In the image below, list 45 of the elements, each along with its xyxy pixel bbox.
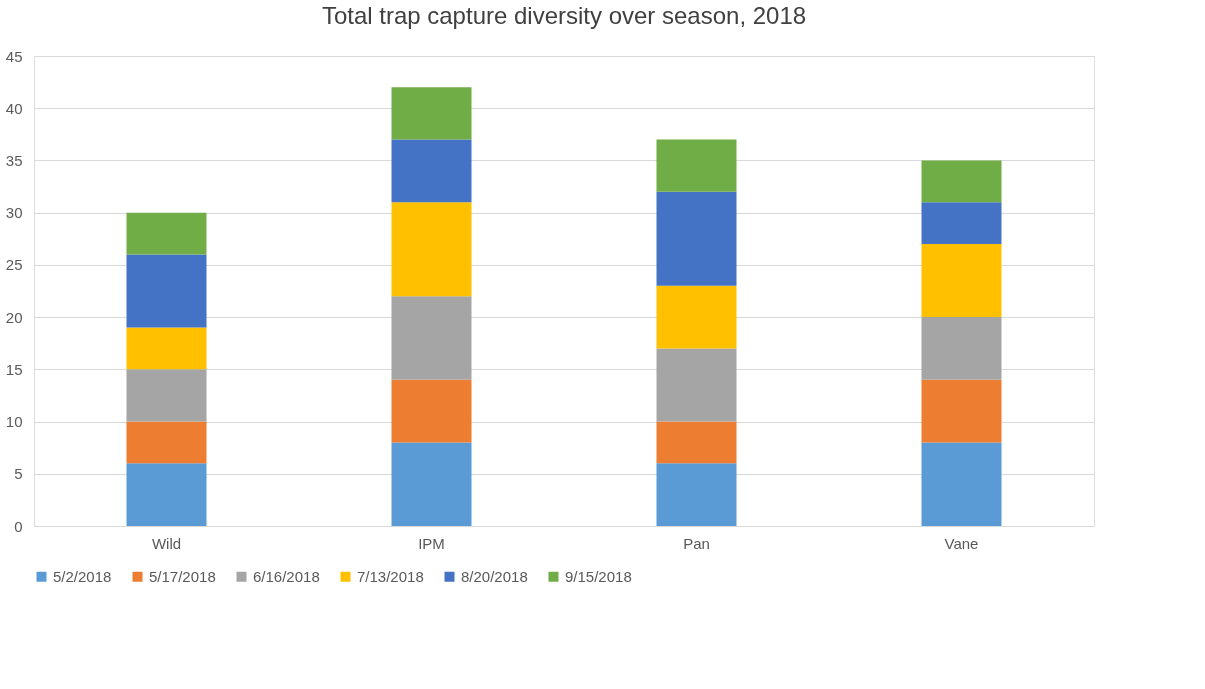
bar: [921, 379, 1002, 443]
y-tick-label: 20: [5, 308, 23, 326]
y-tick-label: 30: [5, 204, 23, 222]
y-tick-label: 40: [5, 99, 23, 117]
bar: [921, 160, 1002, 203]
x-tick-label: IPM: [418, 534, 445, 552]
bar: [126, 369, 207, 422]
bar: [656, 348, 737, 422]
bar: [126, 254, 207, 328]
bar: [656, 191, 737, 286]
legend-label: 8/20/2018: [461, 567, 528, 585]
bar: [656, 421, 737, 464]
chart-title: Total trap capture diversity over season, 2018: [321, 2, 807, 29]
x-tick-label: Vane: [944, 534, 979, 552]
bar: [656, 285, 737, 349]
bar: [391, 379, 472, 443]
legend-label: 9/15/2018: [565, 567, 632, 585]
bar: [921, 317, 1002, 380]
bar: [921, 244, 1002, 318]
bar: [126, 421, 207, 464]
legend-label: 5/17/2018: [149, 567, 216, 585]
bar: [656, 463, 737, 526]
bar: [391, 442, 472, 526]
bar: [126, 463, 207, 526]
x-tick-label: Wild: [151, 534, 182, 552]
bar: [921, 442, 1002, 526]
legend-label: 7/13/2018: [357, 567, 424, 585]
y-tick-label: 15: [5, 360, 23, 378]
legend-label: 5/2/2018: [53, 567, 112, 585]
legend-label: 6/16/2018: [253, 567, 320, 585]
y-tick-label: 0: [14, 517, 23, 535]
bar: [391, 139, 472, 203]
y-tick-label: 25: [5, 256, 23, 274]
bar: [391, 202, 472, 297]
bar: [126, 327, 207, 370]
y-tick-label: 10: [5, 413, 23, 431]
y-tick-label: 5: [14, 465, 23, 483]
bar: [126, 212, 207, 255]
bar: [656, 139, 737, 192]
y-tick-label: 45: [5, 47, 23, 65]
y-tick-label: 35: [5, 151, 23, 169]
bar: [391, 296, 472, 380]
bar: [921, 202, 1002, 244]
x-tick-label: Pan: [683, 534, 710, 552]
bar: [391, 87, 472, 140]
